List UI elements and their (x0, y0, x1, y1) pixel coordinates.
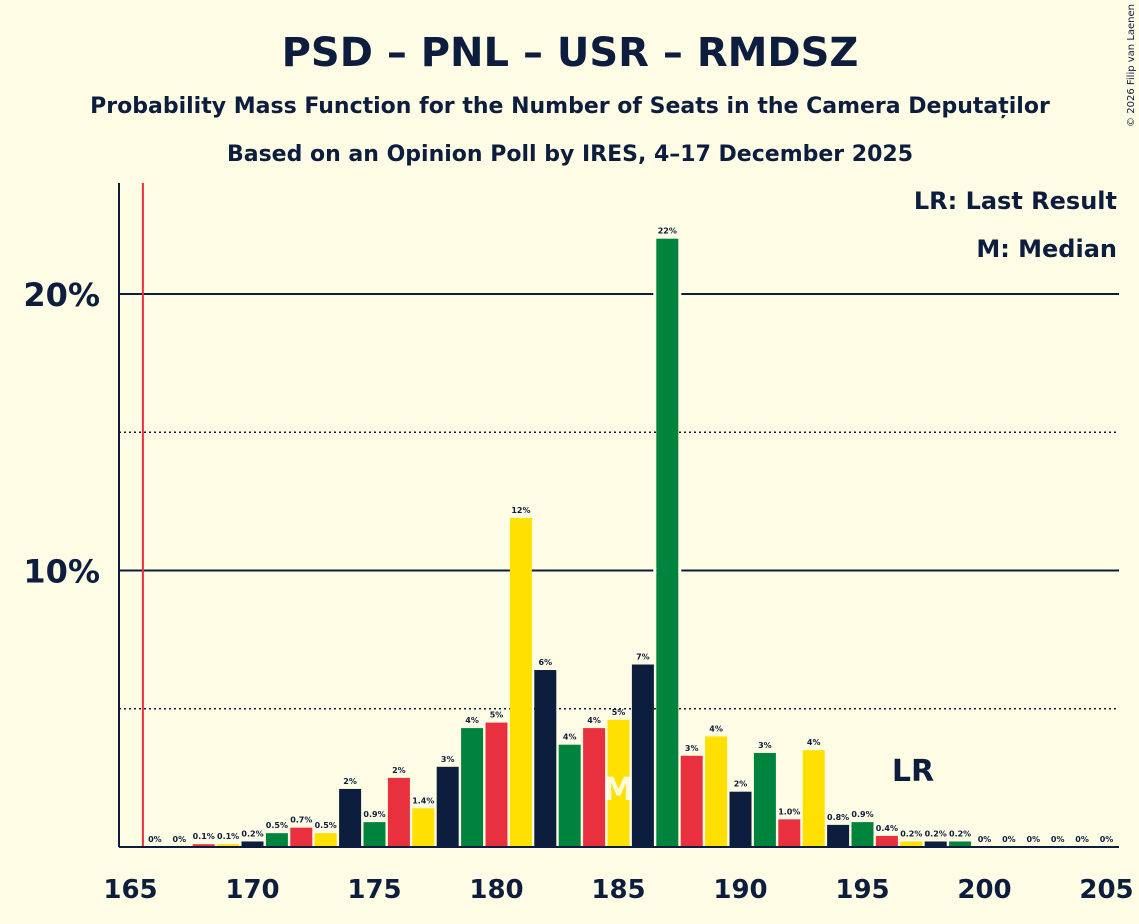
bar-label: 6% (539, 658, 553, 667)
x-tick-label: 185 (591, 875, 645, 905)
x-tick-label: 190 (713, 875, 767, 905)
bar (778, 819, 801, 847)
bar (290, 827, 313, 847)
bar-label: 0.2% (925, 829, 947, 838)
last-result-marker: LR (892, 754, 934, 789)
gridline-gap (653, 567, 657, 574)
gridlines: 10% 20% (23, 276, 1119, 710)
bar (924, 841, 947, 847)
x-tick-label: 175 (347, 875, 401, 905)
chart-subtitle-poll: Based on an Opinion Poll by IRES, 4–17 D… (227, 142, 913, 167)
bar-label: 4% (587, 716, 601, 725)
x-tick-label: 205 (1079, 875, 1133, 905)
chart-title: PSD – PNL – USR – RMDSZ (282, 30, 859, 76)
bar-label: 0.5% (266, 821, 288, 830)
bar (192, 844, 215, 847)
y-tick-label: 10% (23, 553, 100, 591)
bar (680, 755, 703, 847)
bar (436, 766, 459, 847)
bar (339, 788, 362, 847)
bar (875, 835, 898, 847)
bar (583, 728, 606, 847)
bar (705, 736, 728, 847)
bar-label: 0.2% (241, 829, 263, 838)
axes: 165 170 175 180 185 190 195 200 205 (103, 183, 1134, 905)
bar (729, 791, 752, 847)
bar-label: 3% (685, 744, 699, 753)
bar-label: 5% (490, 711, 504, 720)
bar (387, 777, 410, 847)
bar-label: 0.2% (949, 829, 971, 838)
bar (509, 517, 532, 847)
chart-subtitle: Probability Mass Function for the Number… (90, 94, 1050, 119)
x-tick-label: 170 (225, 875, 279, 905)
bar-label: 0.4% (876, 824, 898, 833)
legend-last-result: LR: Last Result (914, 187, 1117, 215)
bar (461, 728, 484, 847)
legend-median: M: Median (976, 235, 1117, 263)
bar-label: 0% (1002, 835, 1016, 844)
bar-label: 4% (709, 724, 723, 733)
bar (412, 808, 435, 847)
bar-label: 0% (1027, 835, 1041, 844)
bar (363, 822, 386, 847)
bar (534, 670, 557, 847)
y-tick-label: 20% (23, 276, 100, 314)
bar-label: 0.9% (851, 810, 873, 819)
bar-label: 7% (636, 653, 650, 662)
x-tick-label: 165 (103, 875, 157, 905)
bar-label: 0% (978, 835, 992, 844)
bar-label: 2% (392, 766, 406, 775)
bar-label: 4% (563, 733, 577, 742)
bar-label: 2% (734, 780, 748, 789)
bar (900, 841, 923, 847)
bar-label: 0.1% (217, 832, 239, 841)
bar-label: 0.1% (193, 832, 215, 841)
x-tick-label: 200 (957, 875, 1011, 905)
bar (827, 824, 850, 847)
bar-labels: 0% 0% 0.1% 0.1% 0.2%0.5%0.7%0.5%2%0.9%2%1.4%… (141, 183, 1114, 847)
gridline-gap (678, 567, 682, 574)
bar-label: 22% (658, 227, 677, 236)
bar-label: 2% (343, 777, 357, 786)
x-tick-label: 180 (469, 875, 523, 905)
bar-label: 0% (148, 835, 162, 844)
bar-label: 0% (1100, 835, 1114, 844)
bar (656, 238, 679, 847)
bar (241, 841, 264, 847)
median-marker: M (603, 770, 635, 808)
bar (949, 841, 972, 847)
bar-label: 0.8% (827, 813, 849, 822)
bar-label: 12% (511, 506, 530, 515)
x-tick-label: 195 (835, 875, 889, 905)
bar-label: 5% (612, 708, 626, 717)
bar (607, 719, 630, 847)
bar-label: 0% (1075, 835, 1089, 844)
bar-label: 0.9% (363, 810, 385, 819)
bar (265, 833, 288, 847)
bar-label: 1.0% (778, 807, 800, 816)
bar (485, 722, 508, 847)
bar (217, 844, 240, 847)
bar (851, 822, 874, 847)
bar (753, 752, 776, 847)
bar-label: 0.7% (290, 816, 312, 825)
bar-label: 1.4% (412, 796, 434, 805)
bar-label: 0.2% (900, 829, 922, 838)
bar-label: 0% (1051, 835, 1065, 844)
bar-label: 3% (441, 755, 455, 764)
bar-label: 4% (807, 738, 821, 747)
bar (631, 664, 654, 847)
bar-label: 3% (758, 741, 772, 750)
bars (192, 238, 972, 847)
bar (558, 744, 581, 847)
copyright-notice: © 2026 Filip van Laenen (1126, 4, 1137, 127)
bar-label: 4% (465, 716, 479, 725)
bar (802, 750, 825, 847)
bar-label: 0.5% (315, 821, 337, 830)
bar-label: 0% (173, 835, 187, 844)
bar (314, 833, 337, 847)
